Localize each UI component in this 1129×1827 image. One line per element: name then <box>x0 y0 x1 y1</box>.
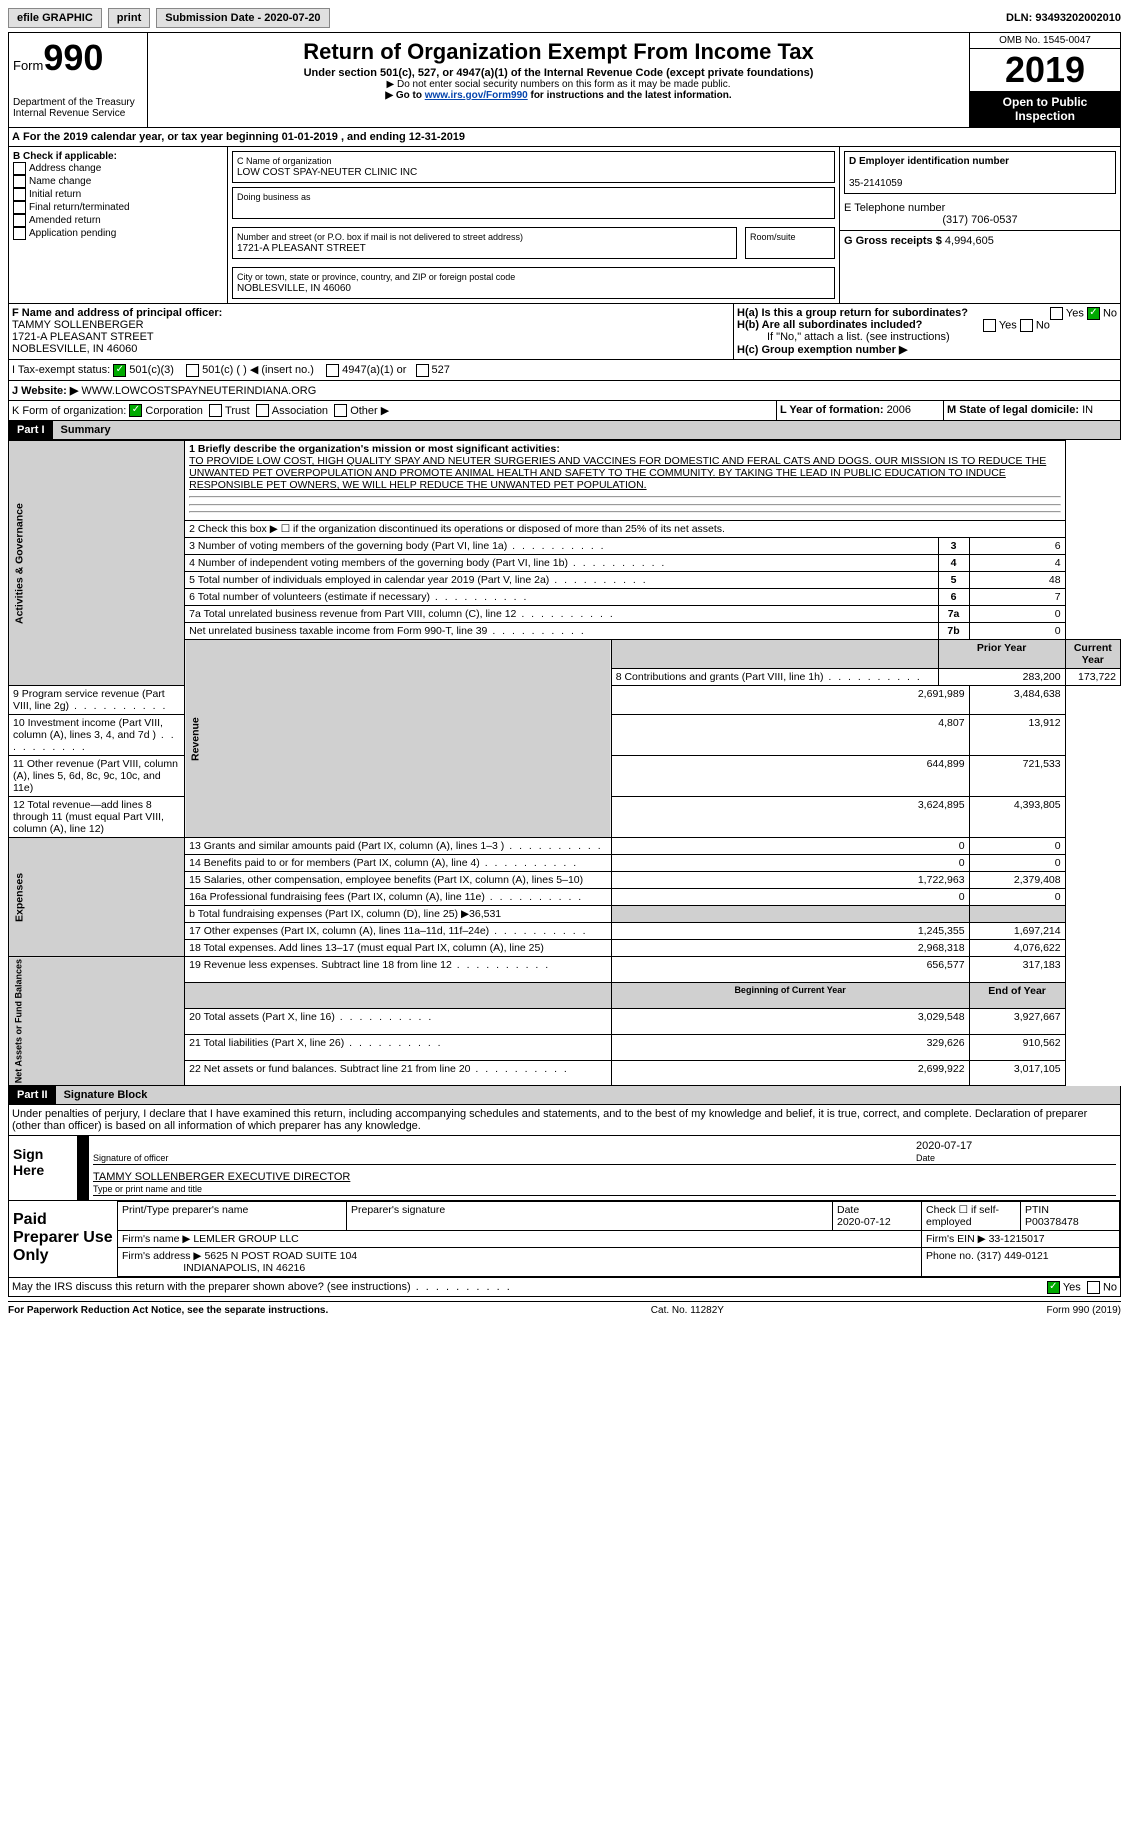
part1-table: Activities & Governance 1 Briefly descri… <box>8 440 1121 1086</box>
firm-phone: (317) 449-0121 <box>977 1250 1049 1262</box>
chk-hb-yes[interactable] <box>983 319 996 332</box>
chk-corp[interactable] <box>129 404 142 417</box>
line-i: I Tax-exempt status: 501(c)(3) 501(c) ( … <box>8 360 1121 381</box>
section-netassets: Net Assets or Fund Balances <box>9 957 185 1086</box>
website: WWW.LOWCOSTSPAYNEUTERINDIANA.ORG <box>81 385 316 397</box>
chk-ha-yes[interactable] <box>1050 307 1063 320</box>
phone: (317) 706-0537 <box>844 214 1116 226</box>
gross-receipts: 4,994,605 <box>945 235 994 247</box>
mission-text: TO PROVIDE LOW COST, HIGH QUALITY SPAY A… <box>189 455 1046 491</box>
section-expenses: Expenses <box>9 838 185 957</box>
open-public: Open to Public Inspection <box>970 91 1120 127</box>
omb-number: OMB No. 1545-0047 <box>970 33 1120 49</box>
city: NOBLESVILLE, IN 46060 <box>237 283 351 294</box>
chk-assoc[interactable] <box>256 404 269 417</box>
line-a: A For the 2019 calendar year, or tax yea… <box>8 128 1121 147</box>
chk-name-change[interactable] <box>13 175 26 188</box>
chk-address-change[interactable] <box>13 162 26 175</box>
part2-header: Part IISignature Block <box>8 1086 1121 1105</box>
chk-other[interactable] <box>334 404 347 417</box>
ptin: P00378478 <box>1025 1216 1079 1228</box>
irs-link[interactable]: www.irs.gov/Form990 <box>425 90 528 101</box>
section-bcd: B Check if applicable: Address change Na… <box>8 147 1121 304</box>
firm-ein: 33-1215017 <box>989 1233 1045 1245</box>
efile-label: efile GRAPHIC <box>8 8 102 28</box>
section-fh: F Name and address of principal officer:… <box>8 304 1121 360</box>
street: 1721-A PLEASANT STREET <box>237 243 366 254</box>
declaration: Under penalties of perjury, I declare th… <box>8 1105 1121 1136</box>
form-number: 990 <box>43 37 103 78</box>
chk-final-return[interactable] <box>13 201 26 214</box>
chk-ha-no[interactable] <box>1087 307 1100 320</box>
arrow-icon <box>77 1136 89 1200</box>
org-name: LOW COST SPAY-NEUTER CLINIC INC <box>237 167 417 178</box>
officer-name: TAMMY SOLLENBERGER <box>12 319 144 331</box>
subtitle-3: ▶ Go to www.irs.gov/Form990 for instruct… <box>152 90 965 101</box>
chk-4947[interactable] <box>326 364 339 377</box>
chk-amended[interactable] <box>13 214 26 227</box>
firm-name: LEMLER GROUP LLC <box>193 1233 298 1245</box>
chk-hb-no[interactable] <box>1020 319 1033 332</box>
page-footer: For Paperwork Reduction Act Notice, see … <box>8 1301 1121 1316</box>
ein: 35-2141059 <box>849 178 902 189</box>
tax-year: 2019 <box>970 49 1120 91</box>
officer-print-name: TAMMY SOLLENBERGER EXECUTIVE DIRECTOR <box>93 1171 350 1183</box>
firm-addr: 5625 N POST ROAD SUITE 104 <box>204 1250 357 1262</box>
section-revenue: Revenue <box>185 640 612 838</box>
form-label: Form <box>13 58 43 73</box>
submission-date: Submission Date - 2020-07-20 <box>156 8 329 28</box>
chk-initial-return[interactable] <box>13 188 26 201</box>
sign-here-block: Sign Here Signature of officer 2020-07-1… <box>8 1136 1121 1201</box>
subtitle-1: Under section 501(c), 527, or 4947(a)(1)… <box>152 67 965 79</box>
line-klm: K Form of organization: Corporation Trus… <box>8 401 1121 422</box>
section-governance: Activities & Governance <box>9 441 185 686</box>
may-irs-discuss: May the IRS discuss this return with the… <box>8 1278 1121 1297</box>
chk-501c3[interactable] <box>113 364 126 377</box>
subtitle-2: ▶ Do not enter social security numbers o… <box>152 79 965 90</box>
print-button[interactable]: print <box>108 8 150 28</box>
chk-501c[interactable] <box>186 364 199 377</box>
chk-527[interactable] <box>416 364 429 377</box>
top-toolbar: efile GRAPHIC print Submission Date - 20… <box>8 8 1121 28</box>
paid-preparer-block: Paid Preparer Use Only Print/Type prepar… <box>8 1201 1121 1278</box>
state-domicile: IN <box>1082 404 1093 416</box>
b-header: B Check if applicable: <box>13 151 117 162</box>
chk-discuss-no[interactable] <box>1087 1281 1100 1294</box>
chk-trust[interactable] <box>209 404 222 417</box>
dln: DLN: 93493202002010 <box>1006 12 1121 24</box>
form-header: Form990 Department of the Treasury Inter… <box>8 32 1121 128</box>
year-formation: 2006 <box>887 404 911 416</box>
form-title: Return of Organization Exempt From Incom… <box>152 39 965 65</box>
chk-discuss-yes[interactable] <box>1047 1281 1060 1294</box>
part1-header: Part ISummary <box>8 421 1121 440</box>
chk-app-pending[interactable] <box>13 227 26 240</box>
dept-label: Department of the Treasury Internal Reve… <box>13 97 143 119</box>
line-j: J Website: ▶ WWW.LOWCOSTSPAYNEUTERINDIAN… <box>8 381 1121 401</box>
pp-date: 2020-07-12 <box>837 1216 891 1228</box>
sig-date: 2020-07-17 <box>916 1140 972 1152</box>
